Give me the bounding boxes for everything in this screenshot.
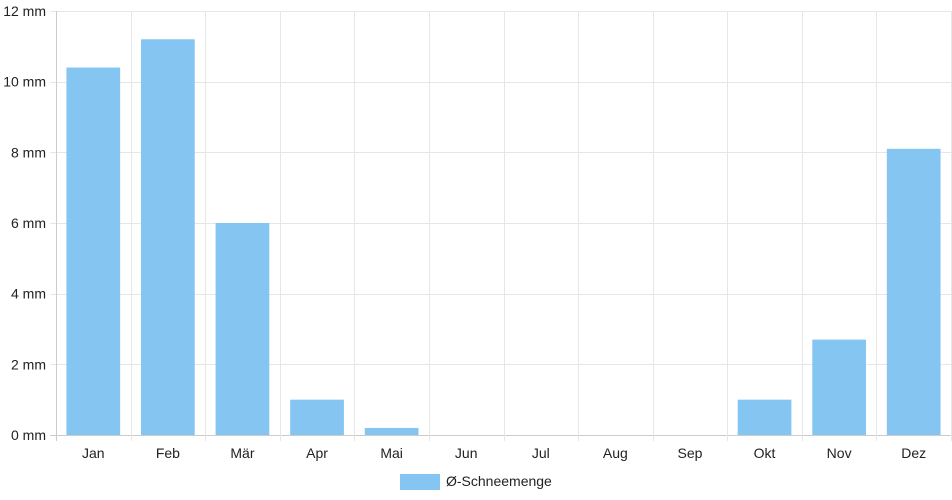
y-tick-label: 10 mm [3, 74, 46, 90]
legend[interactable]: Ø-Schneemenge [400, 473, 552, 490]
x-tick-label: Mär [230, 445, 254, 461]
bar-dez[interactable] [886, 148, 941, 436]
x-tick-label: Jun [455, 445, 478, 461]
x-tick-label: Sep [677, 445, 702, 461]
x-tick-label: Aug [603, 445, 628, 461]
x-tick-label: Jul [532, 445, 550, 461]
y-tick-label: 6 mm [11, 215, 46, 231]
bar-mai[interactable] [364, 427, 419, 435]
x-tick-label: Jan [82, 445, 105, 461]
y-tick-label: 2 mm [11, 356, 46, 372]
y-tick-label: 4 mm [11, 286, 46, 302]
x-tick-label: Dez [901, 445, 926, 461]
y-tick-label: 8 mm [11, 144, 46, 160]
bar-okt[interactable] [737, 399, 792, 435]
bar-feb[interactable] [141, 39, 195, 436]
bar-nov[interactable] [812, 339, 866, 435]
grid-lines [50, 11, 952, 441]
bar-mär[interactable] [215, 223, 270, 435]
y-tick-label: 12 mm [3, 3, 46, 19]
x-axis-ticks: Jan Feb Mär Apr Mai Jun Jul Aug Sep Okt Nov Dez [82, 445, 926, 461]
bar-apr[interactable] [290, 399, 344, 435]
x-tick-label: Okt [754, 445, 776, 461]
legend-label[interactable]: Ø-Schneemenge [446, 473, 552, 489]
x-tick-label: Nov [827, 445, 852, 461]
y-tick-label: 0 mm [11, 427, 46, 443]
y-axis-ticks: 0 mm 2 mm 4 mm 6 mm 8 mm 10 mm 12 mm [3, 3, 46, 443]
x-tick-label: Feb [156, 445, 180, 461]
legend-swatch[interactable] [400, 474, 440, 490]
bar-jan[interactable] [66, 67, 121, 436]
x-tick-label: Mai [380, 445, 403, 461]
bars [66, 39, 941, 436]
x-tick-label: Apr [306, 445, 328, 461]
